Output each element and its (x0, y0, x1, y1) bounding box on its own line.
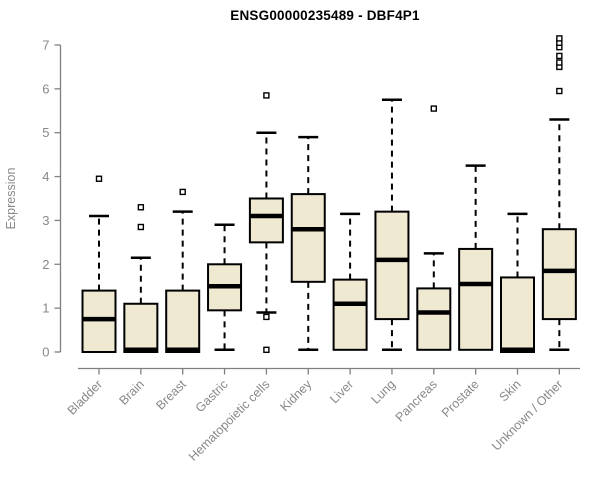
outlier-point (137, 223, 145, 231)
outlier-point (430, 105, 437, 112)
box-hematopoietic-cells (248, 92, 284, 354)
outlier-point (263, 313, 270, 321)
outlier-point (556, 87, 563, 95)
y-axis-title: Expression (4, 168, 18, 230)
box-rect (458, 247, 494, 351)
y-tick-label: 5 (42, 125, 49, 140)
outlier-point (556, 59, 563, 66)
chart-title: ENSG00000235489 - DBF4P1 (230, 8, 420, 23)
box-rect (165, 289, 201, 354)
y-tick-label: 1 (42, 301, 49, 316)
box-lung (374, 98, 410, 352)
box-rect (123, 302, 159, 353)
y-tick-label: 0 (42, 345, 49, 360)
box-rect (541, 228, 577, 321)
box-liver (332, 212, 368, 351)
box-rect (374, 210, 410, 321)
box-breast (165, 188, 201, 354)
y-tick-label: 6 (42, 81, 49, 96)
x-tick-label: Lung (369, 377, 399, 407)
y-tick-label: 2 (42, 257, 49, 272)
box-rect (290, 193, 326, 283)
x-tick-label: Skin (497, 377, 524, 404)
outlier-point (263, 346, 270, 354)
y-tick-label: 3 (42, 213, 49, 228)
box-skin (500, 212, 535, 353)
y-tick-label: 4 (42, 169, 49, 184)
outlier-point (95, 175, 103, 182)
x-tick-label: Kidney (277, 377, 314, 414)
box-pancreas (416, 105, 452, 351)
box-rect (332, 278, 368, 351)
x-tick-label: Liver (327, 377, 356, 406)
x-tick-label: Bladder (65, 377, 105, 417)
box-bladder (81, 175, 117, 354)
x-tick-label: Breast (153, 377, 189, 413)
box-prostate (458, 164, 494, 351)
box-kidney (290, 135, 326, 352)
outlier-point (179, 188, 186, 196)
y-tick-label: 7 (42, 37, 49, 52)
outlier-point (556, 52, 563, 60)
box-unknown-other (541, 35, 577, 352)
box-rect (500, 276, 535, 353)
box-gastric (207, 223, 243, 352)
outlier-point (137, 204, 145, 211)
x-tick-label: Prostate (439, 377, 482, 420)
outlier-point (263, 92, 270, 99)
box-brain (123, 204, 159, 353)
x-tick-label: Unknown / Other (489, 377, 565, 453)
x-tick-label: Hematopoietic cells (186, 377, 273, 464)
y-axis: 0 1 2 3 4 5 6 7 Expression (4, 37, 62, 360)
box-rect (416, 287, 452, 351)
box-rect (248, 197, 284, 244)
x-tick-label: Gastric (193, 377, 231, 415)
x-tick-label: Brain (116, 377, 147, 408)
outlier-point (556, 35, 563, 42)
x-tick-label: Pancreas (393, 377, 440, 424)
